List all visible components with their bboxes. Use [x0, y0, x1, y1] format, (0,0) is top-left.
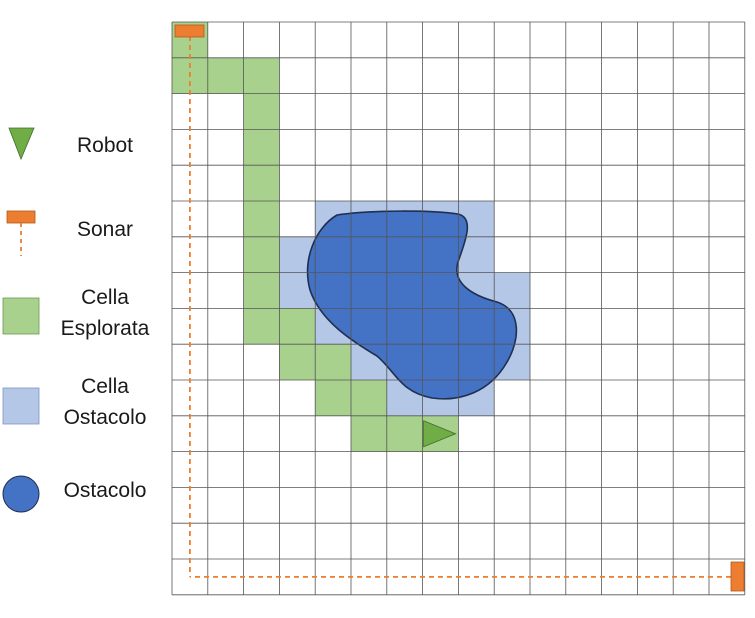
- blue-square-icon: [2, 387, 40, 425]
- robot-layer: [423, 420, 457, 448]
- robot-icon: [423, 420, 457, 448]
- explored-cell: [279, 308, 316, 345]
- explored-cell: [243, 308, 280, 345]
- sonar-icon: [730, 561, 745, 592]
- explored-cell: [207, 57, 244, 94]
- legend-label-obstacle: Ostacolo: [63, 479, 147, 502]
- explored-cell: [243, 165, 280, 201]
- legend-label-obstacle-cell: Cella Ostacolo: [63, 375, 147, 429]
- legend-label-robot: Robot: [76, 134, 134, 157]
- explored-cell: [243, 201, 280, 237]
- legend-label-sonar: Sonar: [76, 218, 134, 241]
- explored-cell: [243, 93, 280, 130]
- explored-cell: [243, 129, 280, 166]
- blue-circle-icon: [2, 475, 40, 513]
- explored-cell: [315, 380, 351, 416]
- sonar-icon: [6, 210, 36, 224]
- explored-cell: [315, 344, 351, 380]
- explored-cell: [351, 415, 387, 452]
- sonar-layer: [174, 24, 745, 592]
- explored-cell: [243, 272, 280, 309]
- explored-cell: [386, 415, 423, 452]
- triangle-down-icon: [8, 127, 35, 161]
- explored-cell: [243, 57, 280, 94]
- obstacle-layer: [306, 210, 518, 400]
- legend-label-explored-cell: Cella Esplorata: [60, 286, 150, 340]
- explored-cell: [351, 380, 387, 416]
- legend-icons: [2, 127, 40, 513]
- obstacle-blob: [306, 210, 518, 400]
- green-square-icon: [2, 297, 40, 335]
- grid-lines: [171, 21, 746, 596]
- explored-cell: [243, 236, 280, 273]
- sonar-icon: [174, 24, 205, 38]
- explored-cell: [279, 344, 316, 380]
